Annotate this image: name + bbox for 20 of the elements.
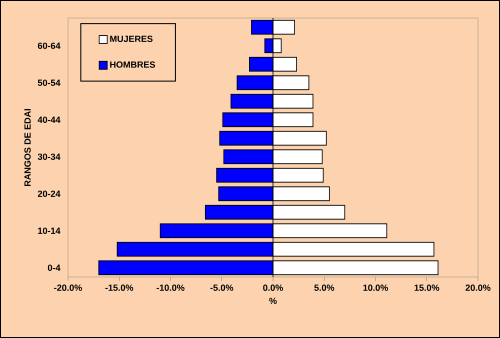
- x-tick-label: -20.0%: [54, 284, 82, 291]
- x-tick-label: -10.0%: [156, 284, 184, 291]
- y-tick-label: 30-34: [38, 154, 60, 160]
- x-tick-label: 20.0%: [466, 284, 490, 291]
- x-tick-label: 5.0%: [314, 284, 334, 291]
- y-tick-label: 10-14: [38, 228, 60, 234]
- x-tick-label: -5.0%: [210, 284, 234, 291]
- x-tick-label: -15.0%: [105, 284, 134, 291]
- legend-label: MUJERES: [110, 36, 153, 42]
- x-axis-title: %: [269, 298, 277, 304]
- y-tick-label: 60-64: [38, 42, 60, 49]
- x-tick-label: 15.0%: [414, 284, 440, 291]
- y-tick-label: 50-54: [38, 80, 60, 86]
- x-tick-label: 10.0%: [363, 284, 388, 291]
- x-tick-label: 0.0%: [263, 284, 283, 291]
- y-tick-label: 40-44: [38, 116, 60, 123]
- y-tick-label: 0-4: [48, 264, 60, 271]
- legend-label: HOMBRES: [110, 61, 156, 68]
- y-tick-label: 20-24: [38, 190, 60, 197]
- y-axis-title: RANGOS DE EDAI: [24, 109, 31, 186]
